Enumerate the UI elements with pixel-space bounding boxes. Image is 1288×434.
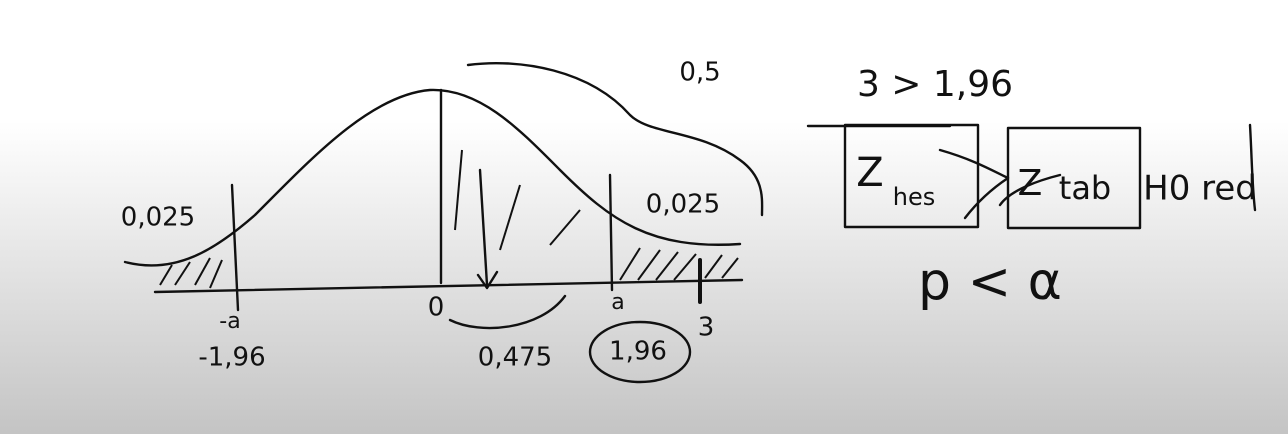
right-tail-area: 0,025 xyxy=(646,190,720,220)
z-computed-box xyxy=(843,123,980,229)
right-critical-symbol: a xyxy=(611,290,624,315)
left-critical-value: -1,96 xyxy=(198,343,265,373)
left-critical-symbol: -a xyxy=(219,309,240,334)
z-computed-subscript: hes xyxy=(893,183,935,211)
decision-rule: p < α xyxy=(918,252,1062,312)
statistic-label: 3 xyxy=(698,313,715,343)
right-critical-value: 1,96 xyxy=(609,337,667,367)
z-table-subscript: tab xyxy=(1059,169,1111,207)
hatching xyxy=(159,149,739,289)
decision-diagram xyxy=(806,123,1257,230)
half-area-label: 0,5 xyxy=(679,58,720,88)
center-label: 0 xyxy=(428,293,445,323)
middle-area-label: 0,475 xyxy=(478,343,552,373)
z-computed-symbol: Z xyxy=(856,150,883,196)
normal-curve-sketch xyxy=(123,62,764,384)
conclusion: H0 red xyxy=(1143,169,1257,209)
left-tail-area: 0,025 xyxy=(121,203,195,233)
comparison-note: 3 > 1,96 xyxy=(857,64,1013,105)
z-table-symbol: Z xyxy=(1018,163,1043,204)
